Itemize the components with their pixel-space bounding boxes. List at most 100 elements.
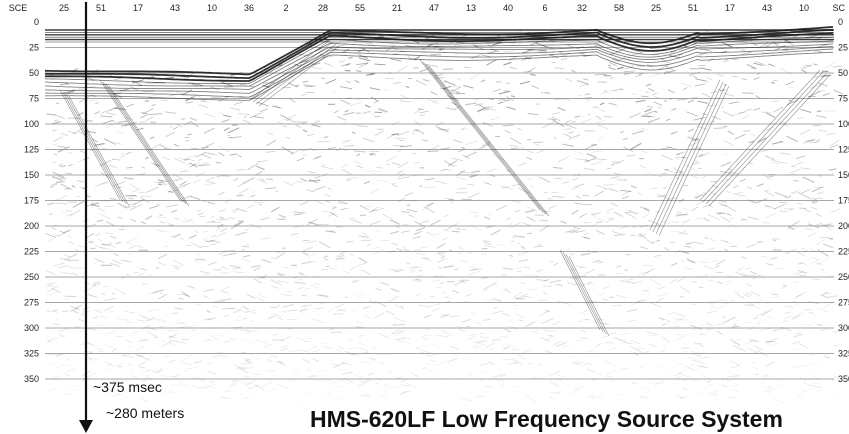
noise-stroke (351, 281, 360, 283)
noise-stroke (356, 62, 369, 66)
noise-stroke (203, 200, 207, 203)
noise-stroke (604, 341, 614, 344)
noise-stroke (705, 322, 714, 327)
noise-stroke (250, 373, 261, 376)
noise-stroke (83, 287, 92, 292)
noise-stroke (498, 98, 505, 101)
noise-stroke (676, 99, 687, 101)
noise-stroke (175, 91, 188, 95)
noise-stroke (197, 386, 207, 389)
noise-stroke (630, 381, 640, 385)
noise-stroke (478, 143, 490, 150)
noise-stroke (294, 211, 304, 214)
noise-stroke (411, 152, 417, 155)
noise-stroke (187, 133, 192, 136)
noise-stroke (464, 151, 478, 158)
noise-stroke (369, 188, 379, 194)
noise-stroke (483, 318, 491, 321)
noise-stroke (409, 269, 416, 273)
noise-stroke (70, 305, 80, 310)
noise-stroke (699, 67, 712, 71)
noise-stroke (766, 176, 774, 180)
noise-stroke (675, 151, 684, 156)
noise-stroke (699, 344, 704, 348)
noise-stroke (426, 353, 438, 357)
noise-stroke (436, 243, 446, 249)
noise-stroke (184, 155, 197, 159)
noise-stroke (772, 330, 778, 332)
noise-stroke (229, 153, 238, 156)
noise-stroke (794, 331, 802, 336)
noise-stroke (647, 219, 660, 226)
noise-stroke (533, 245, 544, 248)
noise-stroke (383, 387, 394, 393)
noise-stroke (747, 216, 759, 220)
noise-stroke (215, 334, 222, 337)
noise-stroke (728, 375, 739, 382)
top-axis-tick: 2 (283, 3, 288, 13)
noise-stroke (499, 336, 508, 338)
noise-stroke (579, 83, 590, 87)
diffraction-event (699, 69, 821, 201)
noise-stroke (399, 100, 411, 103)
noise-stroke (47, 285, 59, 293)
noise-stroke (674, 335, 687, 341)
noise-stroke (547, 118, 556, 121)
noise-stroke (165, 204, 178, 208)
noise-stroke (819, 291, 828, 297)
noise-stroke (321, 164, 326, 167)
noise-stroke (680, 259, 686, 263)
noise-stroke (291, 180, 299, 185)
noise-stroke (515, 313, 524, 319)
noise-stroke (144, 215, 153, 221)
noise-stroke (536, 149, 545, 154)
noise-stroke (768, 385, 773, 388)
noise-stroke (259, 216, 270, 221)
noise-stroke (470, 333, 476, 337)
noise-stroke (586, 153, 597, 159)
noise-stroke (424, 328, 430, 331)
noise-stroke (441, 382, 451, 387)
noise-stroke (419, 68, 429, 73)
noise-stroke (548, 205, 557, 209)
noise-stroke (424, 178, 436, 181)
noise-stroke (746, 63, 757, 70)
noise-stroke (767, 337, 778, 343)
noise-stroke (739, 178, 746, 183)
noise-stroke (480, 54, 491, 58)
noise-stroke (717, 73, 724, 77)
noise-stroke (360, 380, 372, 383)
noise-stroke (365, 393, 370, 396)
noise-stroke (336, 115, 347, 121)
noise-stroke (97, 207, 106, 213)
noise-stroke (508, 357, 520, 364)
noise-stroke (710, 91, 718, 94)
noise-stroke (363, 306, 370, 310)
noise-stroke (183, 217, 195, 224)
noise-stroke (291, 121, 304, 123)
noise-stroke (643, 207, 650, 213)
noise-stroke (109, 197, 117, 201)
noise-stroke (677, 277, 686, 283)
noise-stroke (366, 243, 372, 247)
noise-stroke (658, 317, 665, 321)
noise-stroke (526, 156, 533, 161)
noise-stroke (203, 288, 214, 292)
noise-stroke (818, 222, 831, 230)
noise-stroke (93, 282, 101, 285)
noise-stroke (64, 368, 75, 373)
diffraction-event (65, 93, 127, 205)
noise-stroke (181, 361, 192, 366)
noise-stroke (419, 110, 429, 114)
noise-stroke (368, 372, 375, 376)
noise-stroke (135, 345, 145, 352)
noise-stroke (773, 203, 786, 210)
noise-stroke (175, 184, 186, 189)
noise-stroke (382, 213, 394, 220)
noise-stroke (698, 154, 704, 157)
noise-stroke (59, 230, 66, 234)
noise-stroke (811, 257, 822, 261)
noise-stroke (606, 167, 611, 170)
noise-stroke (398, 375, 406, 378)
noise-stroke (724, 240, 733, 245)
